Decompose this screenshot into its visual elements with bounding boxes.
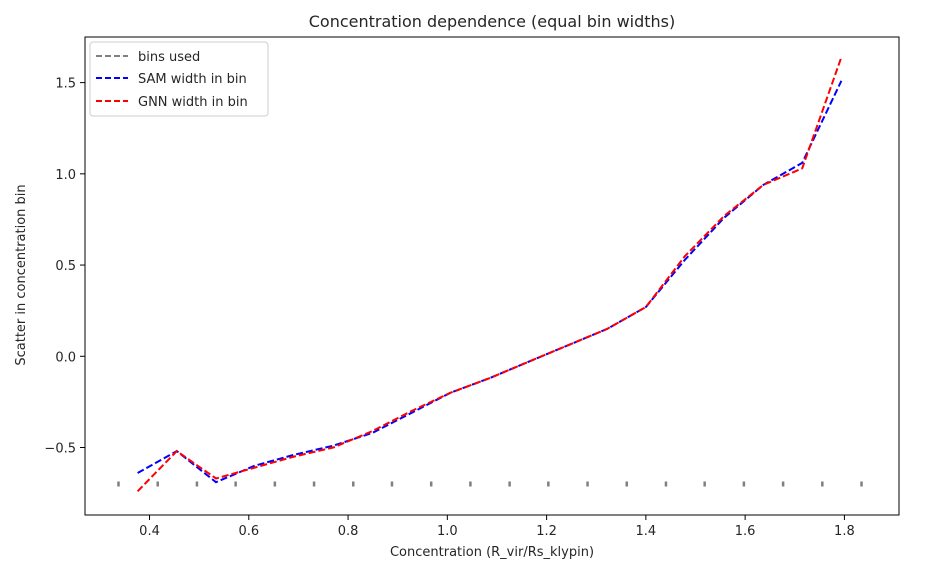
y-axis: −0.5 0.0 0.5 1.0 1.5 — [44, 77, 85, 456]
y-tick-label: −0.5 — [44, 441, 76, 456]
x-tick-label: 1.6 — [735, 524, 756, 539]
bins-used-marker — [860, 481, 863, 487]
x-tick-label: 1.4 — [636, 524, 657, 539]
bins-used-marker — [352, 481, 355, 487]
x-tick-label: 0.8 — [338, 524, 359, 539]
legend-label-bins-used: bins used — [138, 50, 200, 65]
bins-used-marker — [273, 481, 277, 487]
chart-title: Concentration dependence (equal bin widt… — [309, 12, 676, 31]
legend-label-gnn: GNN width in bin — [138, 95, 248, 110]
bins-used-marker — [821, 481, 824, 487]
y-tick-label: 1.5 — [55, 77, 76, 92]
bins-used-marker — [429, 481, 433, 487]
bins-used-marker — [156, 481, 159, 487]
bins-used-marker — [508, 481, 511, 487]
legend-label-sam: SAM width in bin — [138, 72, 247, 87]
bins-used-marker — [195, 481, 199, 487]
bins-used-marker — [625, 481, 629, 487]
x-axis-label: Concentration (R_vir/Rs_klypin) — [390, 545, 594, 560]
bins-used-marker — [390, 481, 394, 487]
x-tick-label: 1.0 — [437, 524, 458, 539]
sam-width-line — [137, 80, 843, 484]
bins-used-marker — [234, 481, 237, 487]
bins-used-marker — [781, 481, 785, 487]
bins-used-marker — [742, 481, 746, 487]
y-tick-label: 0.5 — [55, 259, 76, 274]
bins-used-marker — [703, 481, 706, 487]
bins-used-marker — [469, 481, 472, 487]
bins-used-marker — [312, 481, 316, 487]
y-axis-label: Scatter in concentration bin — [14, 184, 29, 365]
legend: bins used SAM width in bin GNN width in … — [89, 41, 269, 117]
legend-box — [89, 41, 269, 117]
plot-frame — [84, 36, 900, 516]
y-tick-label: 0.0 — [55, 350, 76, 365]
y-tick-label: 1.0 — [55, 168, 76, 183]
bins-used-marker — [664, 481, 668, 487]
gnn-width-line — [136, 56, 843, 492]
bins-used-marker — [547, 481, 550, 487]
x-tick-label: 0.6 — [238, 524, 259, 539]
x-tick-label: 0.4 — [139, 524, 160, 539]
bins-used-marker — [586, 481, 589, 487]
series-layer — [117, 56, 863, 492]
x-tick-label: 1.2 — [536, 524, 557, 539]
x-axis: 0.4 0.6 0.8 1.0 1.2 1.4 1.6 1.8 — [139, 515, 855, 539]
bins-used-marker — [117, 481, 120, 487]
x-tick-label: 1.8 — [834, 524, 855, 539]
